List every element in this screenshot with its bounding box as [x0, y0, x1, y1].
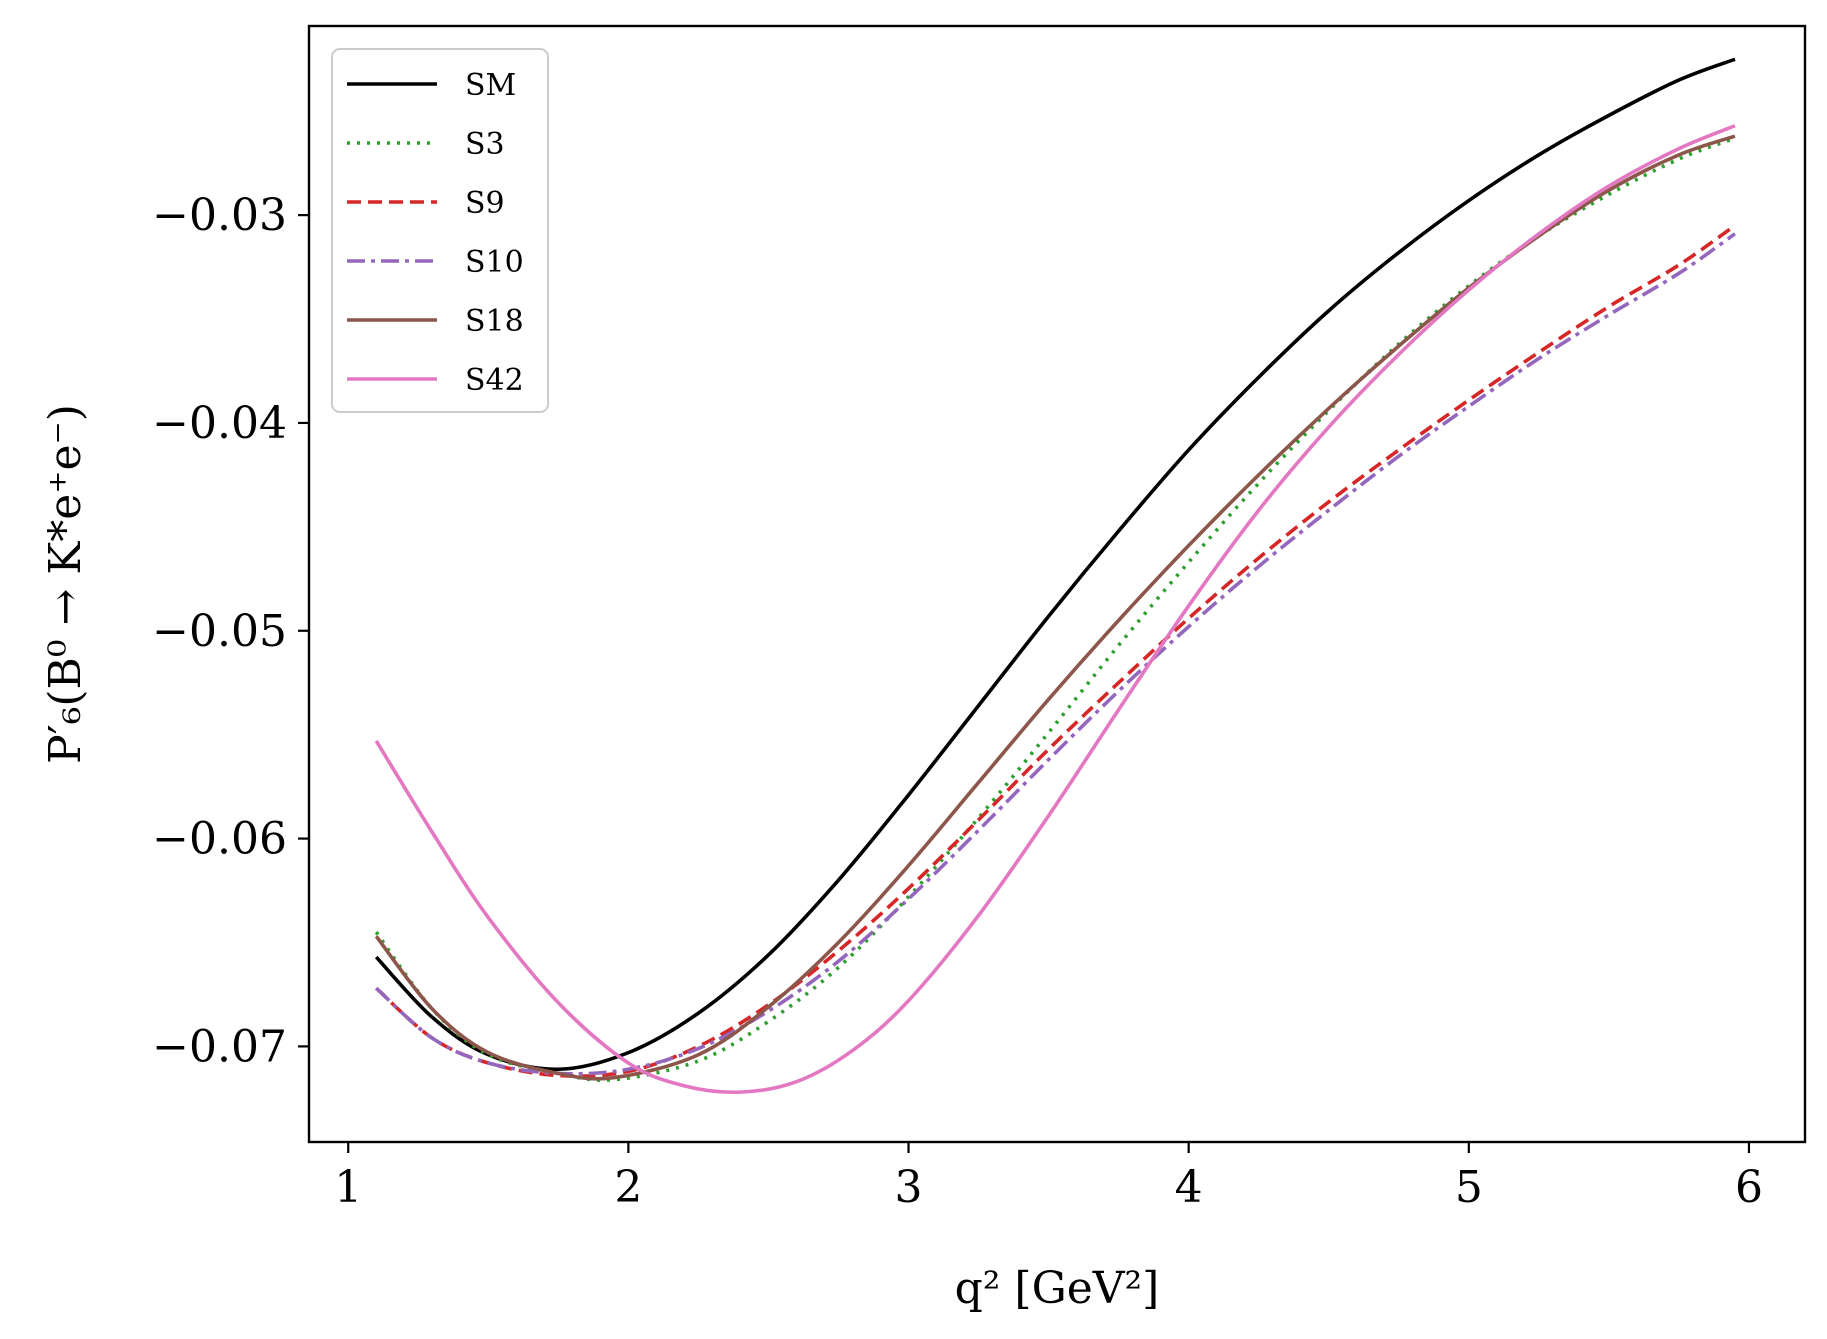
- legend-label-s42: S42: [465, 363, 524, 398]
- y-tick-label: −0.07: [152, 1021, 287, 1072]
- series-layer: [374, 57, 1736, 1095]
- ticks-layer: 1 2 3 4 5 6 −0.07 −0.06 −0.05 −0.04 −0.03: [152, 190, 1763, 1213]
- series-line-s9: [375, 224, 1736, 1078]
- series-line-s10: [375, 232, 1736, 1076]
- x-tick-label: 5: [1455, 1162, 1483, 1213]
- x-tick-label: 2: [614, 1162, 642, 1213]
- legend-frame: [331, 48, 549, 413]
- series-line-sm: [374, 57, 1736, 1072]
- x-axis-label: q² [GeV²]: [955, 1263, 1160, 1314]
- plot-frame: [307, 24, 1807, 1144]
- x-tick-label: 4: [1175, 1162, 1203, 1213]
- legend-label-s18: S18: [465, 304, 524, 339]
- legend-items: SM S3 S9 S10 S18 S42: [347, 68, 524, 398]
- x-tick-label: 3: [895, 1162, 923, 1213]
- y-tick-label: −0.04: [152, 398, 287, 449]
- legend-label-s3: S3: [465, 127, 505, 162]
- series-line-s42: [374, 124, 1736, 1095]
- y-tick-label: −0.05: [152, 606, 287, 657]
- y-axis-label: P′₆(B⁰ → K*e⁺e⁻): [40, 404, 91, 764]
- legend-label-s9: S9: [465, 186, 505, 221]
- y-tick-label: −0.03: [152, 190, 287, 241]
- x-tick-label: 1: [334, 1162, 362, 1213]
- y-tick-label: −0.06: [152, 814, 287, 865]
- legend-label-s10: S10: [465, 245, 524, 280]
- x-tick-label: 6: [1735, 1162, 1763, 1213]
- legend: SM S3 S9 S10 S18 S42: [331, 48, 549, 413]
- legend-label-sm: SM: [465, 68, 516, 103]
